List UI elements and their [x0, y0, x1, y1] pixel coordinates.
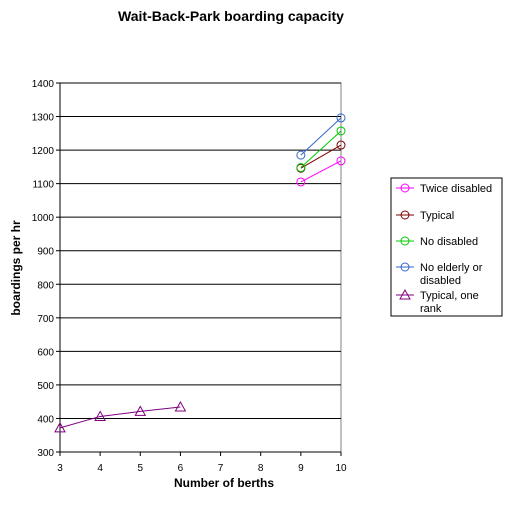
- plot-area: 300 400 500 600 700 800 900 1000 1100 1200 1300 140…: [32, 79, 347, 474]
- data-point: [134, 405, 147, 416]
- data-point: [296, 150, 306, 160]
- legend-swatch-marker: [399, 288, 411, 300]
- y-tick-label: 700: [37, 314, 54, 325]
- x-tick-label: 4: [97, 463, 103, 474]
- y-tick-label: 1000: [32, 213, 55, 224]
- data-point: [336, 126, 346, 136]
- legend-label-line: No disabled: [420, 236, 478, 248]
- y-tick-label: 1300: [32, 113, 55, 124]
- legend-label: No disabled: [420, 236, 478, 248]
- x-tick-label: 6: [178, 463, 184, 474]
- data-point: [336, 156, 346, 166]
- legend-label-line: Typical, one: [420, 290, 479, 302]
- legend-swatch-marker: [400, 183, 410, 193]
- plot-frame: [59, 82, 342, 453]
- legend-label-line: Typical: [420, 210, 454, 222]
- legend-swatch-marker: [400, 210, 410, 220]
- data-point: [54, 421, 66, 433]
- series-2: [296, 126, 346, 173]
- y-axis-title: boardings per hr: [9, 220, 23, 316]
- data-point: [296, 163, 306, 173]
- legend: Twice disabled Typical No disabled No elder…: [390, 177, 503, 317]
- legend-item: Typical: [396, 210, 454, 222]
- y-tick-label: 1400: [32, 79, 55, 90]
- legend-item: No disabled: [396, 236, 478, 248]
- x-tick-label: 7: [218, 463, 224, 474]
- data-point: [94, 410, 106, 421]
- series-3: [296, 113, 346, 160]
- y-tick-label: 1200: [32, 146, 55, 157]
- legend-item: Twice disabled: [396, 183, 492, 195]
- series-0: [296, 156, 346, 187]
- x-tick-label: 10: [335, 463, 347, 474]
- legend-label-line: rank: [420, 303, 442, 315]
- legend-item: No elderly or disabled: [396, 262, 483, 287]
- series-line: [59, 406, 181, 429]
- y-tick-label: 900: [37, 247, 54, 258]
- gridlines: [59, 82, 341, 453]
- legend-swatch-marker: [400, 262, 410, 272]
- series-line: [300, 144, 342, 169]
- y-tick-label: 600: [37, 347, 54, 358]
- legend-item: Typical, one rank: [396, 288, 479, 315]
- chart-title: Wait-Back-Park boarding capacity: [118, 8, 344, 24]
- y-tick-label: 1100: [32, 180, 54, 191]
- data-point: [336, 113, 346, 123]
- series-4: [54, 401, 187, 433]
- data-point: [174, 401, 187, 412]
- legend-label: No elderly or disabled: [420, 262, 483, 287]
- legend-swatch-marker: [400, 236, 410, 246]
- x-tick-label: 5: [138, 463, 144, 474]
- x-axis-title: Number of berths: [174, 476, 274, 490]
- series-line: [300, 160, 342, 183]
- x-tick-label: 8: [258, 463, 264, 474]
- y-tick-label: 400: [37, 414, 54, 425]
- y-tick-label: 500: [37, 381, 54, 392]
- x-tick-labels: 3 4 5 6 7 8 9 10: [57, 452, 347, 474]
- legend-label-line: Twice disabled: [420, 183, 492, 195]
- data-point: [336, 140, 346, 150]
- y-tick-labels: 300 400 500 600 700 800 900 1000 1100 1200 1300 140…: [32, 79, 60, 459]
- legend-label: Twice disabled: [420, 183, 492, 195]
- legend-label: Typical, one rank: [420, 290, 479, 315]
- series-line: [300, 117, 342, 156]
- x-tick-label: 9: [298, 463, 304, 474]
- legend-label-line: No elderly or: [420, 262, 483, 274]
- legend-label: Typical: [420, 210, 454, 222]
- data-point: [296, 177, 306, 187]
- legend-box: [390, 177, 503, 317]
- series-line: [300, 130, 342, 168]
- y-tick-label: 300: [37, 448, 54, 459]
- legend-label-line: disabled: [420, 275, 461, 287]
- y-tick-label: 800: [37, 280, 54, 291]
- x-tick-label: 3: [57, 463, 63, 474]
- series-layer: [54, 113, 346, 433]
